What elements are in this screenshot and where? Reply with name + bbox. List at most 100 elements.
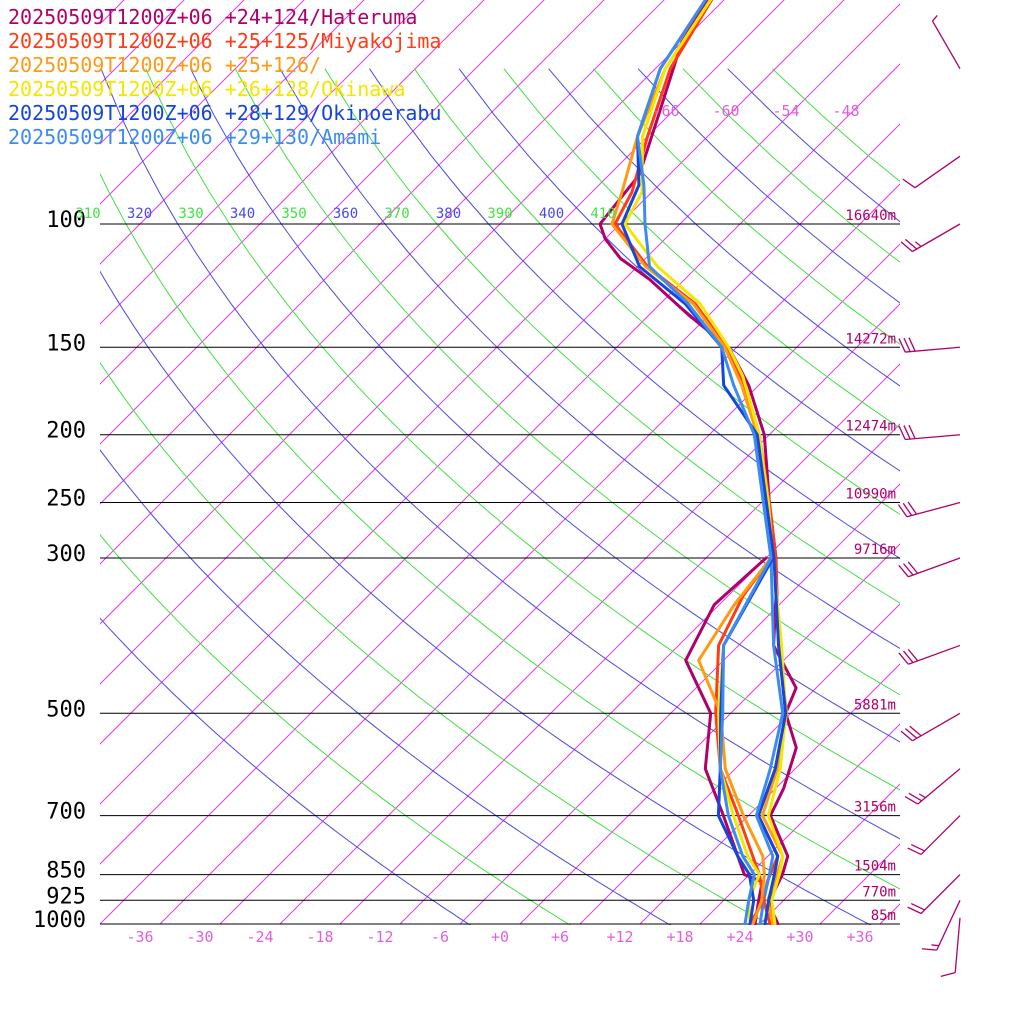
isotherm-line (100, 0, 845, 745)
theta-label: 390 (487, 206, 512, 222)
title-line: 20250509T1200Z+06 +25+125/Miyakojima (8, 29, 441, 53)
isotherm-line (819, 843, 900, 925)
theta-label: 360 (333, 206, 358, 222)
theta-label: 330 (178, 206, 203, 222)
isotherm-line (699, 723, 900, 925)
theta-line (234, 68, 900, 696)
theta-line (413, 68, 900, 515)
series-6-line (684, 556, 768, 925)
title-line: 20250509T1200Z+06 +29+130/Amami (8, 125, 381, 149)
isotherm-line (579, 603, 900, 925)
temperature-tick-label: -12 (366, 928, 393, 946)
wind-barb (904, 768, 961, 805)
wind-barb (898, 337, 961, 353)
theta-line (458, 68, 900, 472)
pressure-tick-label: 1000 (33, 908, 86, 933)
theta-line (190, 68, 900, 743)
pressure-tick-label: 850 (46, 859, 86, 884)
temperature-tick-label: +18 (666, 928, 693, 946)
pressure-tick-label: 500 (46, 697, 86, 722)
theta-line (100, 449, 672, 925)
height-label: 9716m (854, 542, 896, 558)
isotherm-line (159, 183, 900, 925)
wind-barb (898, 644, 961, 665)
height-label: 16640m (845, 208, 896, 224)
isotherm-line (639, 663, 900, 925)
isotherm-line (100, 0, 305, 205)
temperature-tick-label: +30 (786, 928, 813, 946)
title-block: 20250509T1200Z+06 +24+124/Hateruma202505… (8, 5, 441, 149)
title-line: 20250509T1200Z+06 +26+128/Okinawa (8, 77, 405, 101)
theta-label: 320 (127, 206, 152, 222)
temperature-tick-label: +24 (726, 928, 753, 946)
isotherm-line (100, 0, 245, 145)
isotherm-line (100, 0, 485, 385)
pressure-tick-label: 150 (46, 331, 86, 356)
series-okinawa-line (623, 0, 788, 925)
theta-line (324, 68, 900, 604)
isotherm-line (100, 63, 900, 865)
theta-line (593, 68, 900, 345)
wind-barb (907, 874, 961, 915)
pressure-tick-label: 925 (46, 884, 86, 909)
theta-label: 380 (436, 206, 461, 222)
wind-barb (921, 900, 961, 951)
isotherm-line (459, 483, 900, 925)
temperature-tick-label: -6 (431, 928, 449, 946)
isotherm-line (100, 0, 365, 265)
theta-line (100, 68, 900, 840)
isotherm-line (100, 0, 425, 325)
theta-line (279, 68, 900, 650)
height-label: 85m (871, 908, 896, 924)
theta-line (100, 172, 900, 890)
wind-barb (931, 14, 961, 70)
wind-barb (902, 155, 961, 189)
wind-barb (900, 223, 961, 253)
temperature-tick-label: -24 (246, 928, 273, 946)
isotherm-line (279, 303, 900, 925)
title-line: 20250509T1200Z+06 +28+129/Okinoerabu (8, 101, 441, 125)
wind-barb (907, 815, 961, 856)
temperature-tick-label: -30 (186, 928, 213, 946)
theta-label: 340 (230, 206, 255, 222)
isotherm-line (100, 0, 185, 85)
title-line: 20250509T1200Z+06 +24+124/Hateruma (8, 5, 417, 29)
temperature-tick-label: -18 (306, 928, 333, 946)
theta-label: 310 (75, 206, 100, 222)
isotherm-line (219, 243, 900, 925)
temperature-tick-label: +36 (846, 928, 873, 946)
skew-temperature-label: -60 (712, 102, 739, 120)
height-label: 3156m (854, 800, 896, 816)
theta-label: 400 (539, 206, 564, 222)
title-line: 20250509T1200Z+06 +25+126/ (8, 53, 321, 77)
series-8-line (697, 556, 773, 925)
pressure-tick-label: 300 (46, 542, 86, 567)
series-11-line (718, 556, 773, 925)
temperature-tick-label: +0 (491, 928, 509, 946)
pressure-tick-label: 200 (46, 419, 86, 444)
wind-barb (940, 917, 961, 978)
temperature-tick-label: +12 (606, 928, 633, 946)
theta-line (100, 534, 572, 925)
temperature-tick-label: +6 (551, 928, 569, 946)
temperature-tick-label: -36 (126, 928, 153, 946)
theta-line (100, 361, 772, 925)
height-label: 5881m (854, 697, 896, 713)
isotherm-line (399, 423, 900, 925)
pressure-tick-label: 250 (46, 487, 86, 512)
pressure-tick-label: 700 (46, 800, 86, 825)
wind-barbs (897, 14, 961, 978)
height-label: 10990m (845, 487, 896, 503)
theta-line (772, 68, 900, 183)
pressure-tick-label: 100 (46, 208, 86, 233)
skew-temperature-label: -66 (652, 102, 679, 120)
wind-barb (900, 712, 961, 742)
height-label: 14272m (845, 331, 896, 347)
sounding-series (598, 0, 798, 925)
wind-barb (898, 557, 961, 578)
theta-label: 410 (590, 206, 615, 222)
isotherm-line (100, 0, 785, 685)
series-amami-line (636, 0, 785, 925)
